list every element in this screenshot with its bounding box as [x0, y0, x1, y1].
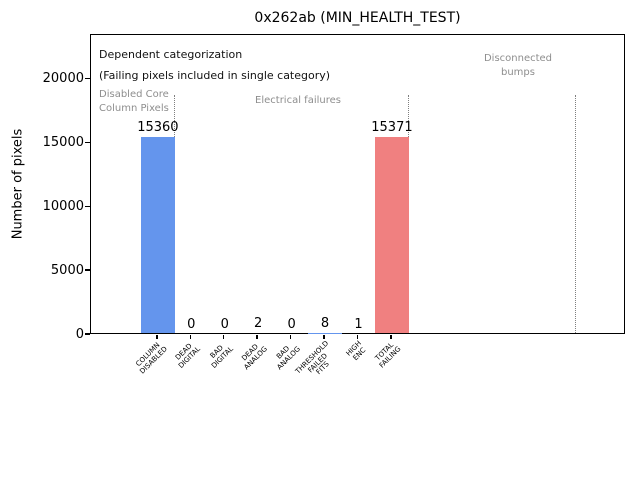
x-tick: [223, 335, 225, 340]
bar-value-label: 1: [354, 316, 363, 332]
y-tick-label: 0: [75, 326, 84, 342]
x-tick-label: TOTAL FAILING: [373, 340, 403, 370]
bar-value-label: 15371: [371, 120, 413, 136]
y-tick: [85, 269, 90, 271]
x-tick-label: DEAD DIGITAL: [173, 341, 202, 370]
category-separator-line: [575, 95, 577, 333]
x-tick-label: COLUMN DISABLED: [133, 341, 169, 376]
bar-value-label: 0: [220, 316, 229, 332]
x-tick-label: BAD DIGITAL: [209, 343, 236, 370]
y-tick: [85, 333, 90, 335]
y-tick: [85, 141, 90, 144]
y-tick-label: 5000: [50, 262, 84, 278]
y-tick-label: 10000: [42, 198, 84, 214]
y-axis-label: Number of pixels: [10, 128, 26, 240]
x-tick: [323, 335, 325, 340]
y-tick: [85, 205, 90, 208]
bar: [141, 136, 175, 333]
annotation-failing-pixels-note: (Failing pixels included in single categ…: [99, 69, 331, 82]
y-tick: [85, 77, 90, 80]
y-tick-label: 20000: [42, 71, 84, 87]
bar-value-label: 15360: [137, 120, 179, 136]
x-tick: [256, 335, 258, 340]
bar-value-label: 0: [287, 316, 296, 332]
x-tick: [356, 335, 359, 340]
annotation-dependent-categorization: Dependent categorization: [99, 48, 243, 61]
bar-value-label: 8: [320, 316, 330, 332]
bar-value-label: 0: [187, 316, 196, 332]
bar: [375, 136, 409, 333]
section-label-disabled-core-column-pixels: Disabled Core Column Pixels: [99, 89, 169, 114]
section-label-disconnected-bumps: Disconnected bumps: [483, 53, 553, 78]
x-tick-label: THRESHOLD FAILED FITS: [293, 339, 331, 377]
x-tick: [156, 335, 158, 340]
x-tick: [289, 335, 292, 340]
x-tick: [189, 335, 191, 340]
plot-area: 15360 0 0 2 0 8 1 15371 Dependent categorizatio…: [90, 34, 625, 334]
bar-value-label: 2: [254, 316, 263, 332]
x-tick-label: DEAD ANALOG: [240, 342, 269, 372]
section-label-electrical-failures: Electrical failures: [255, 95, 341, 106]
y-tick-label: 15000: [42, 135, 84, 150]
x-tick: [390, 335, 392, 340]
chart-title: 0x262ab (MIN_HEALTH_TEST): [254, 10, 461, 26]
x-tick-label: HIGH ENC: [345, 339, 368, 362]
